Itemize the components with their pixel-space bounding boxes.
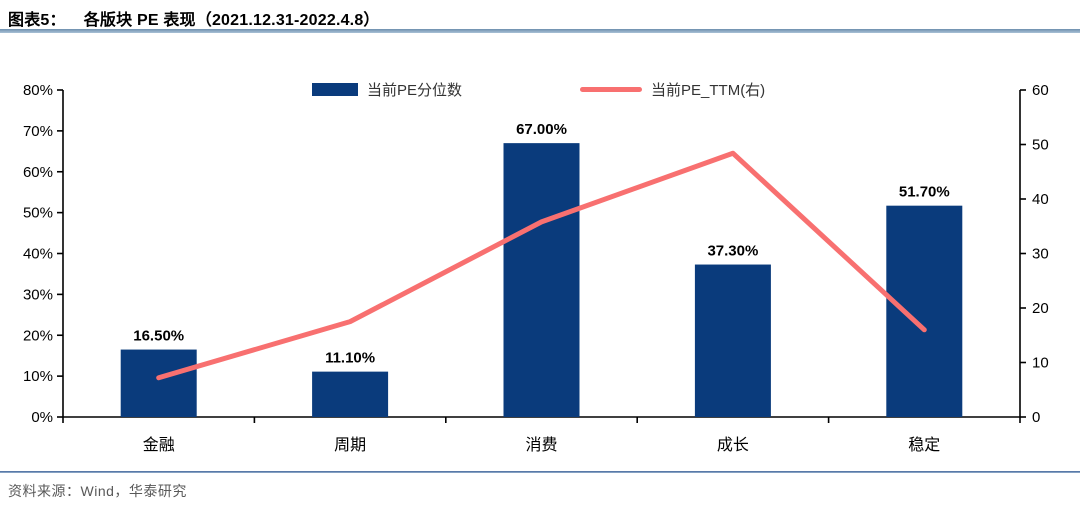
left-axis-tick-label: 30% bbox=[23, 286, 53, 303]
bar-成长 bbox=[694, 264, 771, 417]
right-axis-tick-label: 50 bbox=[1032, 137, 1049, 154]
left-axis-tick-label: 40% bbox=[23, 246, 53, 263]
left-axis-tick-label: 80% bbox=[23, 82, 53, 99]
category-label-成长: 成长 bbox=[717, 436, 749, 454]
bar-消费 bbox=[503, 143, 580, 417]
bar-value-label: 37.30% bbox=[707, 243, 758, 260]
figure-header: 图表5： 各版块 PE 表现（2021.12.31-2022.4.8） bbox=[8, 6, 380, 30]
right-axis-tick-label: 60 bbox=[1032, 82, 1049, 99]
chart-legend: 当前PE分位数 当前PE_TTM(右) bbox=[312, 79, 765, 100]
left-axis-tick-label: 60% bbox=[23, 164, 53, 181]
right-axis-tick-label: 0 bbox=[1032, 409, 1040, 426]
left-axis-tick-label: 0% bbox=[31, 409, 53, 426]
right-axis-tick-label: 40 bbox=[1032, 191, 1049, 208]
figure-title: 各版块 PE 表现（2021.12.31-2022.4.8） bbox=[83, 12, 380, 29]
category-label-周期: 周期 bbox=[334, 436, 366, 454]
source-note: 资料来源：Wind，华泰研究 bbox=[8, 483, 187, 499]
left-axis-tick-label: 70% bbox=[23, 123, 53, 140]
title-divider bbox=[0, 29, 1080, 33]
category-label-消费: 消费 bbox=[525, 436, 557, 454]
legend-label-bar: 当前PE分位数 bbox=[367, 82, 463, 99]
bar-金融 bbox=[120, 349, 197, 417]
right-axis-tick-label: 10 bbox=[1032, 355, 1049, 372]
bar-value-label: 67.00% bbox=[516, 121, 567, 138]
bar-稳定 bbox=[886, 205, 963, 417]
pe-ttm-line bbox=[156, 150, 927, 381]
left-axis-tick-label: 20% bbox=[23, 327, 53, 344]
line-series-swatch-icon bbox=[580, 87, 643, 92]
bar-value-label: 51.70% bbox=[899, 184, 950, 201]
right-axis-tick-label: 20 bbox=[1032, 300, 1049, 317]
category-label-稳定: 稳定 bbox=[908, 436, 940, 454]
bar-value-label: 16.50% bbox=[133, 328, 184, 345]
bar-series-swatch-icon bbox=[312, 83, 358, 96]
bar-周期 bbox=[312, 371, 389, 417]
figure-number-label: 图表5： bbox=[8, 12, 66, 29]
legend-label-line: 当前PE_TTM(右) bbox=[651, 82, 766, 99]
footer-divider bbox=[0, 471, 1080, 473]
right-axis-tick-label: 30 bbox=[1032, 246, 1049, 263]
left-axis-tick-label: 10% bbox=[23, 368, 53, 385]
category-label-金融: 金融 bbox=[143, 436, 175, 454]
bar-value-label: 11.10% bbox=[325, 350, 375, 367]
left-axis-tick-label: 50% bbox=[23, 205, 53, 222]
legend-item-pe-ttm: 当前PE_TTM(右) bbox=[580, 79, 765, 100]
legend-item-pe-percentile: 当前PE分位数 bbox=[312, 79, 462, 100]
